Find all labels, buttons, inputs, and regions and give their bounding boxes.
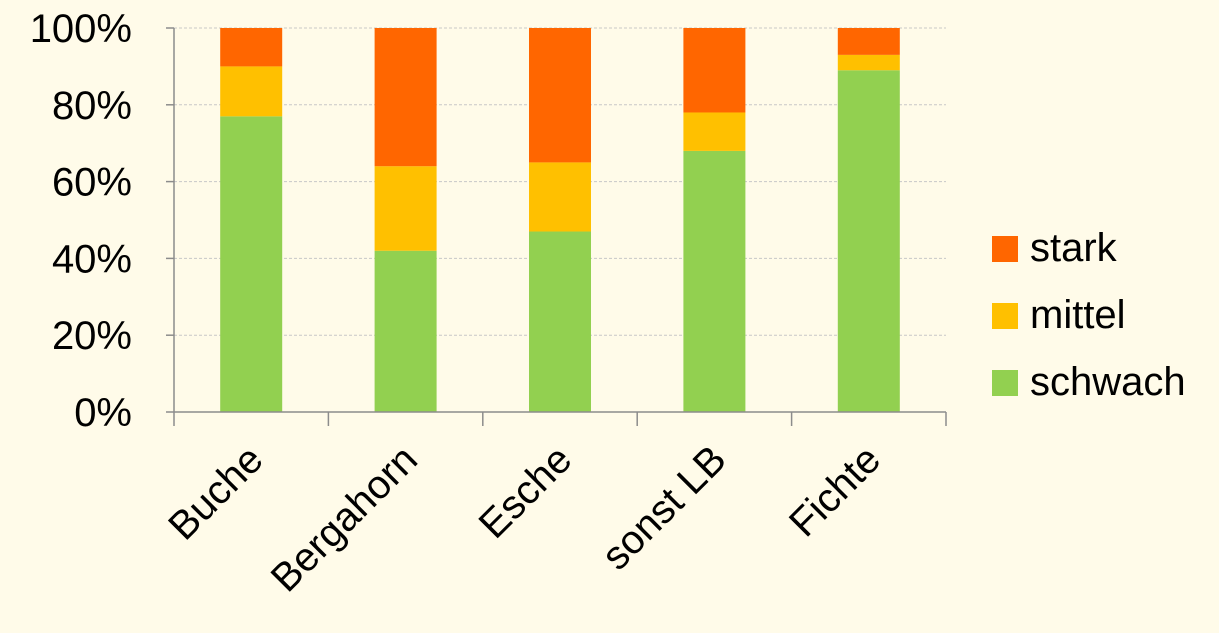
legend-swatch xyxy=(992,370,1018,396)
bar-segment-mittel xyxy=(529,162,591,232)
bar-segment-stark xyxy=(374,28,437,167)
x-tick-label: Buche xyxy=(160,437,271,548)
y-tick-label: 40% xyxy=(52,237,132,281)
legend-label: schwach xyxy=(1030,360,1186,404)
x-tick-label: sonst LB xyxy=(594,437,735,578)
x-tick-label: Fichte xyxy=(781,437,889,545)
bar-segment-schwach xyxy=(374,250,437,412)
legend-label: stark xyxy=(1030,226,1118,270)
bar-segment-mittel xyxy=(837,54,900,71)
bar-segment-stark xyxy=(220,28,283,67)
y-tick-label: 0% xyxy=(74,391,132,435)
y-axis-ticks: 0% 20% 40% 60% 80% 100% xyxy=(30,7,174,435)
y-tick-label: 60% xyxy=(52,161,132,205)
x-tick-label: Bergahorn xyxy=(263,437,426,600)
x-tick-label: Esche xyxy=(471,437,581,547)
bar-segment-schwach xyxy=(529,231,591,412)
legend-swatch xyxy=(992,303,1018,329)
bar-segment-stark xyxy=(529,28,591,163)
legend-label: mittel xyxy=(1030,293,1126,337)
bar-segment-mittel xyxy=(374,166,437,251)
legend: stark mittel schwach xyxy=(992,226,1186,404)
legend-item-mittel: mittel xyxy=(992,293,1126,337)
legend-swatch xyxy=(992,236,1018,262)
y-tick-label: 20% xyxy=(52,314,132,358)
bar-segment-mittel xyxy=(220,66,283,117)
bar-segment-schwach xyxy=(683,150,746,412)
legend-item-schwach: schwach xyxy=(992,360,1186,404)
y-tick-label: 80% xyxy=(52,84,132,128)
bars xyxy=(220,28,900,413)
bar-segment-schwach xyxy=(220,116,283,412)
axes xyxy=(173,28,946,413)
bar-segment-mittel xyxy=(683,112,746,151)
legend-item-stark: stark xyxy=(992,226,1118,270)
bar-segment-stark xyxy=(837,28,900,55)
y-tick-label: 100% xyxy=(30,7,132,51)
bar-segment-schwach xyxy=(837,70,900,413)
bar-segment-stark xyxy=(683,28,746,113)
